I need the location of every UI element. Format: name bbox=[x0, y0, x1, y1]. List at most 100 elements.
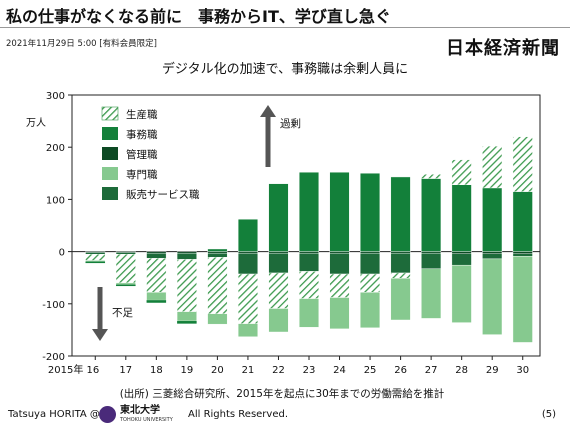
legend-label-sales: 販売サービス職 bbox=[126, 188, 200, 201]
bar-clerical bbox=[177, 321, 197, 324]
surplus-label: 過剰 bbox=[280, 118, 301, 130]
x-tick-label: 18 bbox=[150, 365, 163, 376]
bar-sales bbox=[360, 252, 381, 275]
bar-management bbox=[482, 251, 503, 254]
bar-management bbox=[421, 251, 442, 254]
bar-sales bbox=[176, 252, 197, 260]
bar-production bbox=[176, 259, 197, 312]
bar-clerical bbox=[329, 172, 350, 252]
article-dateline: 2021年11月29日 5:00 [有料会員限定] bbox=[6, 39, 157, 49]
chart-title: デジタル化の加速で、事務職は余剰人員に bbox=[162, 61, 408, 77]
bar-production bbox=[146, 258, 167, 293]
bar-specialist bbox=[85, 260, 106, 262]
page-title: 私の仕事がなくなる前に 事務からIT、学び直し急ぐ bbox=[6, 7, 391, 26]
bar-sales bbox=[207, 252, 228, 258]
bar-production bbox=[268, 272, 289, 309]
bar-sales bbox=[329, 252, 350, 275]
page-number: (5) bbox=[541, 409, 556, 420]
legend-label-clerical: 事務職 bbox=[126, 128, 158, 141]
legend-swatch-management bbox=[102, 147, 118, 160]
bar-production bbox=[360, 273, 381, 293]
bar-management bbox=[207, 251, 228, 254]
bar-sales bbox=[390, 252, 411, 274]
title-divider bbox=[0, 27, 570, 28]
legend-label-production: 生産職 bbox=[126, 108, 158, 121]
legend-label-management: 管理職 bbox=[126, 148, 158, 161]
bar-specialist bbox=[421, 268, 442, 319]
bar-specialist bbox=[268, 308, 289, 333]
bar-sales bbox=[85, 252, 106, 255]
bar-production bbox=[299, 271, 319, 299]
stacked-bar-chart: デジタル化の加速で、事務職は余剰人員に 万人 300 200 100 0 -100 -20… bbox=[26, 61, 541, 400]
bar-production bbox=[237, 273, 258, 324]
y-tick-label: 100 bbox=[46, 195, 65, 206]
university-name-en: TOHOKU UNIVERSITY bbox=[120, 417, 173, 423]
bar-sales bbox=[115, 252, 136, 255]
bar-sales bbox=[421, 252, 442, 270]
bar-clerical bbox=[482, 187, 503, 252]
university-name: 東北大学 bbox=[120, 405, 160, 416]
y-tick-label: 0 bbox=[59, 248, 65, 259]
bar-specialist bbox=[237, 323, 258, 337]
bar-production bbox=[482, 145, 503, 189]
bar-sales bbox=[451, 253, 472, 266]
university-seal-icon bbox=[99, 406, 116, 423]
bar-clerical bbox=[512, 191, 533, 252]
surplus-arrow-head bbox=[260, 105, 276, 117]
shortage-label: 不足 bbox=[112, 307, 133, 319]
bar-management bbox=[451, 251, 472, 254]
legend-swatch-specialist bbox=[102, 167, 118, 180]
y-unit-label: 万人 bbox=[26, 117, 46, 129]
x-tick-label: 26 bbox=[394, 365, 407, 376]
bar-specialist bbox=[299, 298, 319, 328]
bar-clerical bbox=[268, 183, 289, 252]
y-tick-label: 200 bbox=[46, 143, 65, 154]
bar-management bbox=[360, 251, 381, 254]
bar-clerical bbox=[299, 172, 319, 252]
x-tick-label: 2015年 16 bbox=[48, 363, 99, 376]
bar-management bbox=[512, 251, 533, 254]
legend-swatch-sales bbox=[102, 187, 118, 200]
legend-label-specialist: 専門職 bbox=[126, 169, 158, 181]
bar-clerical bbox=[451, 184, 472, 252]
bar-production bbox=[115, 254, 136, 284]
bar-clerical bbox=[146, 300, 167, 303]
bar-production bbox=[207, 257, 228, 314]
bar-clerical bbox=[207, 248, 228, 252]
bar-management bbox=[176, 251, 197, 254]
plot-frame bbox=[71, 94, 541, 357]
bar-sales bbox=[237, 252, 258, 275]
legend-swatch-clerical bbox=[102, 127, 118, 140]
bar-management bbox=[299, 251, 319, 254]
x-tick-label: 27 bbox=[425, 365, 438, 376]
bar-sales bbox=[268, 252, 289, 274]
bar-specialist bbox=[390, 278, 411, 321]
x-tick-label: 19 bbox=[180, 365, 193, 376]
bar-production bbox=[85, 254, 106, 261]
bar-specialist bbox=[360, 292, 381, 329]
y-tick-label: 300 bbox=[46, 91, 65, 102]
shortage-arrow-head bbox=[92, 329, 108, 341]
x-tick-label: 30 bbox=[516, 365, 529, 376]
bar-production bbox=[512, 136, 533, 192]
x-tick-label: 22 bbox=[272, 365, 285, 376]
x-tick-label: 17 bbox=[119, 365, 132, 376]
bar-clerical bbox=[360, 173, 381, 252]
newspaper-logo: 日本経済新聞 bbox=[446, 38, 560, 59]
y-tick-label: -100 bbox=[42, 300, 65, 311]
x-tick-label: 21 bbox=[242, 365, 255, 376]
bar-sales bbox=[146, 252, 167, 259]
bar-specialist bbox=[146, 292, 167, 301]
bar-sales bbox=[512, 253, 533, 257]
bar-specialist bbox=[482, 258, 503, 335]
bar-specialist bbox=[176, 311, 197, 322]
x-tick-label: 25 bbox=[364, 365, 377, 376]
footer-author: Tatsuya HORITA @ bbox=[8, 409, 100, 420]
legend-swatch-production bbox=[101, 106, 119, 121]
x-tick-label: 29 bbox=[486, 365, 499, 376]
bar-clerical bbox=[85, 261, 106, 264]
bar-clerical bbox=[390, 176, 411, 252]
bar-specialist bbox=[512, 256, 533, 343]
bar-production bbox=[421, 174, 442, 179]
